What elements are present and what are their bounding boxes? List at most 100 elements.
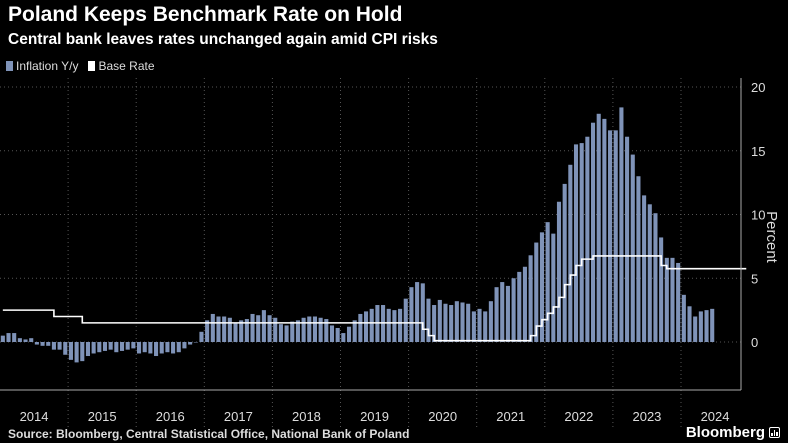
inflation-bar [335,327,340,342]
inflation-bar [602,118,607,343]
inflation-bar [210,313,215,342]
inflation-bar [205,320,210,342]
inflation-bar [704,310,709,343]
y-tick-label: 5 [751,271,758,286]
inflation-bar [505,285,510,342]
y-tick-label: 10 [751,208,765,223]
x-tick-label: 2016 [156,409,185,424]
inflation-bar [403,298,408,342]
inflation-bar [324,319,329,342]
inflation-bar [477,308,482,342]
inflation-bar [539,232,545,342]
x-tick-label: 2022 [564,409,593,424]
bloomberg-chart-icon [769,427,780,438]
inflation-bar [562,183,567,342]
inflation-bar [51,342,56,350]
inflation-bar [188,342,193,345]
inflation-bar [119,342,125,351]
inflation-bar [148,342,153,354]
inflation-bar [449,305,454,342]
inflation-bar [488,301,493,342]
bloomberg-logo: Bloomberg [686,424,780,441]
inflation-bar [154,342,159,357]
inflation-bar [426,298,431,342]
inflation-bar [341,333,346,342]
inflation-bar [57,342,62,350]
x-tick-label: 2014 [20,409,49,424]
inflation-bar [517,271,522,343]
inflation-bar [363,311,369,342]
inflation-bar [710,308,715,342]
base-rate-line-group [2,255,747,342]
chart-title: Poland Keeps Benchmark Rate on Hold [8,3,403,26]
axes: 0 5 10 15 20 Percent 2014 2015 2016 2017 2018 2019 2… [0,78,780,424]
inflation-bars [0,107,715,363]
inflation-bar [68,342,73,360]
inflation-bar [23,339,28,342]
legend: Inflation Y/y Base Rate [6,59,155,73]
inflation-bar [171,342,176,354]
inflation-bar [636,176,641,342]
inflation-bar [409,287,414,342]
inflation-bar [681,294,686,342]
inflation-bar [443,303,448,342]
x-tick-label: 2020 [428,409,457,424]
inflation-bar [454,301,459,342]
inflation-bar [437,299,442,342]
inflation-bar [392,310,397,343]
inflation-bar [222,316,227,342]
inflation-bar [522,266,527,342]
inflation-bar [329,325,335,342]
inflation-bar [136,342,142,354]
inflation-bar [352,320,357,342]
inflation-bar [659,237,664,342]
inflation-bar [290,321,295,342]
inflation-bar [46,342,51,346]
inflation-bar [307,316,312,342]
x-tick-label: 2019 [360,409,389,424]
inflation-bar [420,283,425,342]
y-tick-label: 20 [751,80,765,95]
inflation-bar [6,333,11,342]
source-note: Source: Bloomberg, Central Statistical O… [8,427,410,441]
inflation-bar [182,342,187,349]
inflation-bar [273,317,278,342]
inflation-bar [34,342,39,345]
brand-label: Bloomberg [685,424,765,441]
inflation-bar [97,342,102,353]
inflation-bar [267,315,272,342]
inflation-bar [625,136,630,342]
inflation-bar [664,257,669,342]
inflation-bar [74,342,79,363]
inflation-bar [386,308,391,342]
inflation-bar [630,154,635,342]
legend-item-base-rate: Base Rate [88,59,155,73]
y-axis-title: Percent [763,211,780,264]
inflation-bar [85,342,91,357]
inflation-bar [284,325,289,342]
inflation-bar [687,306,692,342]
legend-item-inflation: Inflation Y/y [6,59,78,73]
inflation-bar [471,311,476,342]
x-tick-label: 2018 [292,409,321,424]
inflation-bar [653,213,658,342]
inflation-bar [176,342,181,353]
inflation-bar [483,311,488,342]
y-tick-label: 0 [751,335,758,350]
inflation-bar [250,313,255,342]
inflation-bar [244,319,249,342]
inflation-bar [318,317,323,342]
inflation-bar [199,331,204,342]
x-tick-label: 2024 [701,409,730,424]
inflation-bar [693,316,698,342]
y-tick-label: 15 [751,144,765,159]
inflation-bar [369,308,374,342]
inflation-bar [551,233,556,343]
inflation-bar [647,204,652,342]
inflation-bar [556,201,562,342]
inflation-bar [108,342,113,350]
base-rate-line [2,255,747,342]
inflation-bar [613,130,618,342]
legend-swatch-inflation [6,61,13,71]
